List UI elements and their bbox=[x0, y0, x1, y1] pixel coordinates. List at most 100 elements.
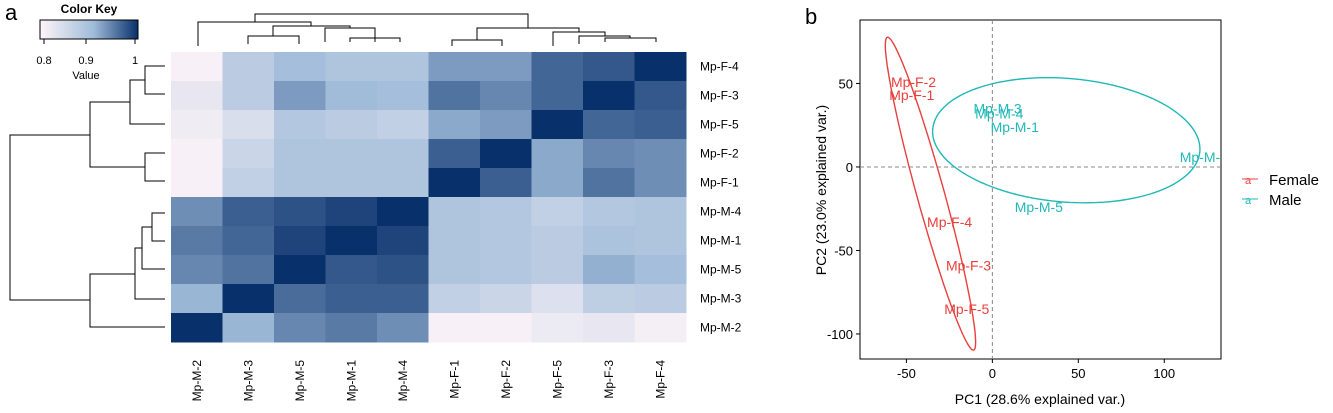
heatmap-cell bbox=[428, 255, 481, 285]
heatmap-cell bbox=[428, 226, 481, 256]
color-key-title: Color Key bbox=[61, 2, 118, 16]
heatmap-cell bbox=[428, 81, 481, 111]
heatmap-cell bbox=[480, 81, 532, 111]
heatmap-cell bbox=[325, 313, 378, 343]
heatmap-row-label: Mp-F-5 bbox=[700, 118, 739, 132]
heatmap-cell bbox=[171, 110, 223, 140]
heatmap-cell bbox=[480, 255, 532, 285]
pca-ytick-label: 0 bbox=[846, 160, 853, 175]
heatmap-cell bbox=[171, 284, 223, 314]
pca-point-label: Mp-F-1 bbox=[889, 87, 934, 103]
panel-label-a: a bbox=[5, 0, 18, 25]
heatmap-row-label: Mp-M-3 bbox=[700, 292, 742, 306]
heatmap-cell bbox=[531, 110, 584, 140]
heatmap-col-label: Mp-M-4 bbox=[396, 360, 410, 402]
heatmap-cell bbox=[274, 139, 326, 169]
heatmap-cell bbox=[222, 81, 275, 111]
heatmap: Mp-F-4 Mp-F-3 Mp-F-5 Mp-F-2 Mp-F-1 Mp-M-4 Mp-M… bbox=[171, 52, 742, 401]
heatmap-col-label: Mp-M-2 bbox=[190, 360, 204, 402]
heatmap-col-label: Mp-F-1 bbox=[447, 360, 461, 399]
heatmap-cell bbox=[480, 139, 532, 169]
heatmap-row-label: Mp-F-1 bbox=[700, 176, 739, 190]
heatmap-col-label: Mp-F-5 bbox=[550, 360, 564, 399]
heatmap-cell bbox=[531, 52, 584, 82]
heatmap-cell bbox=[634, 313, 687, 343]
heatmap-cell bbox=[480, 110, 532, 140]
pca-ylabel: PC2 (23.0% explained var.) bbox=[813, 105, 829, 275]
heatmap-row-label: Mp-F-2 bbox=[700, 147, 739, 161]
heatmap-cell bbox=[480, 197, 532, 227]
pca-plot: -50 0 50 100 50 0 -50 -100 Mp-F-2Mp-F-1 Mp-F-4 Mp… bbox=[813, 19, 1319, 407]
pca-legend: a Female a Male bbox=[1242, 172, 1319, 209]
pca-ytick-label: -50 bbox=[834, 243, 853, 258]
color-key-bar bbox=[39, 19, 139, 40]
heatmap-cell bbox=[325, 255, 378, 285]
heatmap-cell bbox=[377, 284, 429, 314]
heatmap-cell bbox=[325, 197, 378, 227]
heatmap-cell bbox=[171, 255, 223, 285]
pca-ytick-label: 50 bbox=[839, 76, 853, 91]
heatmap-cell bbox=[531, 313, 584, 343]
heatmap-cell bbox=[377, 139, 429, 169]
pca-xtick-label: -50 bbox=[897, 366, 916, 381]
color-key-tick-label: 0.8 bbox=[36, 55, 51, 67]
heatmap-row-label: Mp-M-4 bbox=[700, 205, 742, 219]
column-dendrogram bbox=[197, 13, 657, 46]
heatmap-cell bbox=[222, 226, 275, 256]
heatmap-cell bbox=[222, 313, 275, 343]
heatmap-cell bbox=[634, 255, 687, 285]
heatmap-cell bbox=[428, 139, 481, 169]
pca-point-label: Mp-M-1 bbox=[991, 119, 1039, 135]
heatmap-cell bbox=[377, 226, 429, 256]
pca-point-label: Mp-M- bbox=[1180, 149, 1221, 165]
heatmap-cell bbox=[274, 110, 326, 140]
color-key-tick-label: 0.9 bbox=[78, 55, 93, 67]
heatmap-cell bbox=[531, 226, 584, 256]
pca-point-label: Mp-M-3 bbox=[973, 101, 1021, 117]
heatmap-cell bbox=[171, 168, 223, 198]
row-dendrogram bbox=[9, 65, 165, 328]
heatmap-cell bbox=[171, 81, 223, 111]
heatmap-cell bbox=[171, 313, 223, 343]
color-key-xlabel: Value bbox=[72, 70, 99, 82]
heatmap-cell bbox=[428, 197, 481, 227]
heatmap-cell bbox=[531, 284, 584, 314]
heatmap-cell bbox=[480, 226, 532, 256]
heatmap-cell bbox=[480, 313, 532, 343]
heatmap-col-label: Mp-F-4 bbox=[653, 360, 667, 399]
heatmap-cell bbox=[428, 110, 481, 140]
heatmap-row-label: Mp-F-3 bbox=[700, 89, 739, 103]
heatmap-cell bbox=[583, 226, 635, 256]
heatmap-cell bbox=[634, 52, 687, 82]
panel-label-b: b bbox=[805, 4, 817, 29]
heatmap-cell bbox=[634, 197, 687, 227]
heatmap-cell bbox=[222, 284, 275, 314]
heatmap-cell bbox=[531, 255, 584, 285]
heatmap-cell bbox=[222, 197, 275, 227]
heatmap-cell bbox=[634, 139, 687, 169]
heatmap-cell bbox=[428, 52, 481, 82]
heatmap-cell bbox=[634, 110, 687, 140]
heatmap-col-label: Mp-M-5 bbox=[293, 360, 307, 402]
heatmap-cell bbox=[634, 284, 687, 314]
heatmap-cell bbox=[583, 197, 635, 227]
heatmap-row-label: Mp-M-2 bbox=[700, 321, 742, 335]
heatmap-cell bbox=[325, 226, 378, 256]
heatmap-cell bbox=[531, 81, 584, 111]
pca-point-label: Mp-F-4 bbox=[927, 214, 972, 230]
pca-ellipse-male bbox=[931, 77, 1201, 204]
heatmap-cell bbox=[325, 110, 378, 140]
heatmap-cell bbox=[171, 139, 223, 169]
legend-key-glyph: a bbox=[1245, 195, 1252, 207]
heatmap-cell bbox=[583, 255, 635, 285]
heatmap-cell bbox=[531, 139, 584, 169]
heatmap-cell bbox=[274, 197, 326, 227]
heatmap-cell bbox=[428, 284, 481, 314]
color-key-tick-label: 1 bbox=[132, 55, 138, 67]
heatmap-cell bbox=[325, 139, 378, 169]
heatmap-cell bbox=[480, 52, 532, 82]
heatmap-cell bbox=[480, 168, 532, 198]
color-key: Color Key 0.8 0.9 1 Value bbox=[36, 2, 139, 82]
pca-ytick-label: -100 bbox=[827, 327, 853, 342]
